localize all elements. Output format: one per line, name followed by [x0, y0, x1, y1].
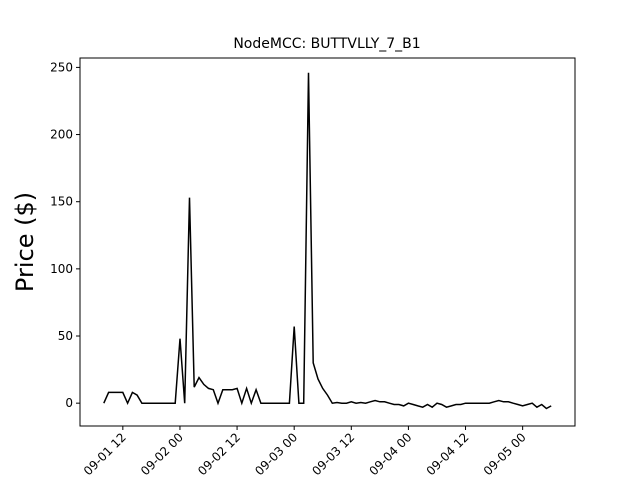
chart-title: NodeMCC: BUTTVLLY_7_B1 — [233, 36, 420, 52]
y-tick-label: 100 — [50, 262, 73, 276]
y-axis-label: Price ($) — [11, 192, 39, 292]
y-tick-label: 150 — [50, 195, 73, 209]
axes-frame — [79, 57, 576, 427]
y-tick-label: 50 — [58, 329, 73, 343]
price-line — [103, 72, 552, 410]
y-tick-label: 250 — [50, 60, 73, 74]
y-tick-label: 0 — [65, 396, 73, 410]
y-tick-label: 200 — [50, 128, 73, 142]
